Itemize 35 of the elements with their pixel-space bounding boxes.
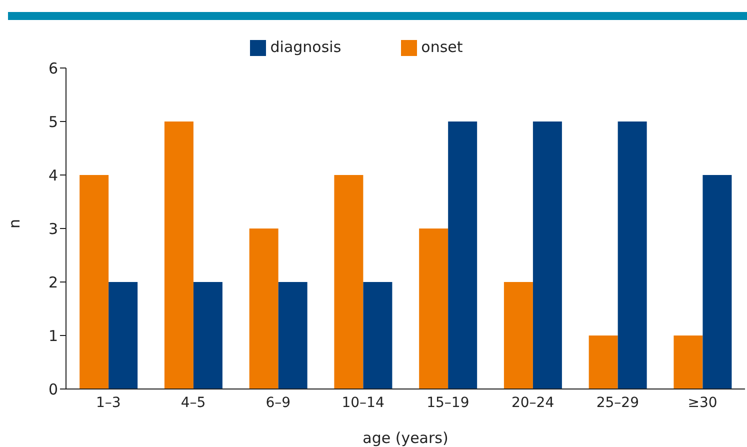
bar <box>108 282 138 389</box>
bar <box>334 175 364 389</box>
y-tick-label: 1 <box>48 326 58 345</box>
bar <box>164 122 194 389</box>
bar <box>448 122 478 389</box>
y-tick-label: 2 <box>48 273 58 292</box>
bar <box>674 336 703 389</box>
x-tick-label: 4–5 <box>180 394 206 411</box>
x-tick-label: ≥30 <box>688 394 718 411</box>
y-tick-label: 0 <box>48 380 58 398</box>
y-tick-label: 4 <box>48 166 58 184</box>
x-axis-title: age (years) <box>362 429 448 447</box>
x-tick-label: 6–9 <box>266 394 291 411</box>
y-axis-title: n <box>5 218 24 228</box>
x-tick-label: 1–3 <box>96 394 121 411</box>
x-tick-label: 10–14 <box>342 394 384 411</box>
bar <box>363 282 392 389</box>
bar <box>249 228 278 389</box>
legend-label: diagnosis <box>270 38 342 56</box>
bar <box>588 336 618 389</box>
bar <box>504 282 533 389</box>
bar <box>532 122 562 389</box>
x-tick-label: 15–19 <box>426 394 470 411</box>
bar <box>193 282 222 389</box>
y-tick-label: 6 <box>48 59 58 78</box>
y-tick-label: 5 <box>48 112 58 131</box>
y-tick-label: 3 <box>48 220 58 238</box>
legend-label: onset <box>421 38 463 56</box>
bar <box>80 175 109 389</box>
x-tick-label: 20–24 <box>511 394 554 411</box>
bar <box>419 228 448 389</box>
bar <box>618 122 647 389</box>
bar <box>702 175 732 389</box>
x-tick-label: 25–29 <box>596 394 640 411</box>
bar <box>278 282 308 389</box>
